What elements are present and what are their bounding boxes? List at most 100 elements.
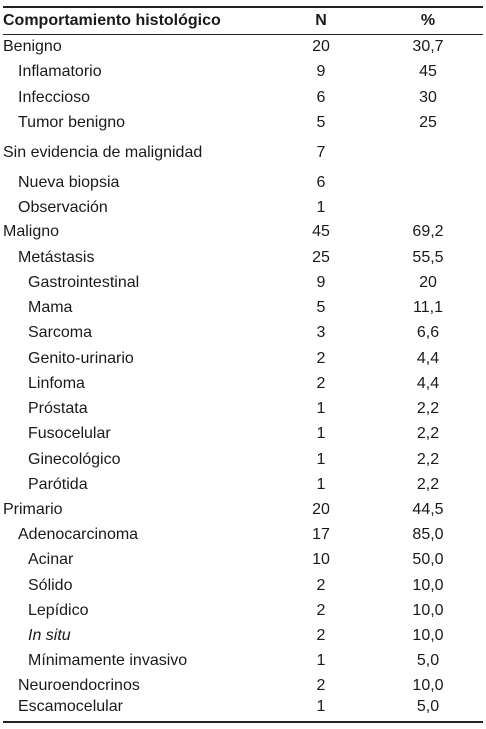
table-row: Genito-urinario 2 4,4	[0, 347, 480, 371]
table-row: Metástasis 25 55,5	[0, 246, 480, 270]
row-pct: 5,0	[416, 652, 440, 669]
row-label: Metástasis	[18, 249, 95, 266]
row-label: Adenocarcinoma	[18, 526, 139, 543]
row-pct: 30,7	[412, 38, 444, 55]
row-pct: 10,0	[412, 677, 444, 694]
row-n: 1	[316, 199, 326, 216]
row-pct: 2,2	[416, 451, 440, 468]
row-label: Observación	[18, 199, 108, 216]
row-label: Benigno	[3, 38, 62, 55]
table-row: Nueva biopsia 6	[0, 171, 480, 195]
header-pct: %	[420, 12, 436, 29]
row-n: 2	[316, 677, 326, 694]
table-row: Gastrointestinal 9 20	[0, 271, 480, 295]
row-label: Próstata	[28, 400, 88, 417]
header-label: Comportamiento histológico	[3, 12, 221, 29]
row-pct: 55,5	[412, 249, 444, 266]
row-n: 7	[316, 144, 326, 161]
row-n: 1	[316, 476, 326, 493]
row-n: 1	[316, 698, 326, 715]
row-n: 1	[316, 652, 326, 669]
row-pct: 85,0	[412, 526, 444, 543]
row-n: 2	[316, 602, 326, 619]
row-pct: 30	[419, 89, 437, 106]
row-n: 2	[316, 350, 326, 367]
row-pct: 10,0	[412, 627, 444, 644]
table-row: Inflamatorio 9 45	[0, 60, 480, 84]
row-label: Mínimamente invasivo	[28, 652, 188, 669]
table-row: Linfoma 2 4,4	[0, 372, 480, 396]
row-label: Linfoma	[28, 375, 85, 392]
table-row: Fusocelular 1 2,2	[0, 422, 480, 446]
row-pct: 25	[419, 114, 437, 131]
row-pct: 5,0	[416, 698, 440, 715]
row-n: 25	[312, 249, 330, 266]
row-pct: 2,2	[416, 400, 440, 417]
row-label: Acinar	[28, 551, 74, 568]
row-label: Mama	[28, 299, 73, 316]
top-rule	[3, 6, 483, 8]
row-label: Nueva biopsia	[18, 174, 120, 191]
table-row: Primario 20 44,5	[0, 498, 480, 522]
row-pct: 4,4	[416, 350, 440, 367]
row-pct: 20	[419, 274, 437, 291]
row-pct: 45	[419, 63, 437, 80]
row-label: Sin evidencia de malignidad	[3, 144, 203, 161]
row-pct: 2,2	[416, 425, 440, 442]
table-row: Observación 1	[0, 196, 480, 220]
header-rule	[3, 34, 483, 35]
row-n: 2	[316, 627, 326, 644]
row-pct: 2,2	[416, 476, 440, 493]
row-n: 20	[312, 38, 330, 55]
row-pct: 4,4	[416, 375, 440, 392]
table-row: Sarcoma 3 6,6	[0, 321, 480, 345]
row-label: Gastrointestinal	[28, 274, 140, 291]
table-row: Lepídico 2 10,0	[0, 599, 480, 623]
row-n: 1	[316, 400, 326, 417]
row-label: Fusocelular	[28, 425, 111, 442]
row-n: 1	[316, 425, 326, 442]
row-n: 5	[316, 114, 326, 131]
row-pct: 69,2	[412, 223, 444, 240]
row-label: Lepídico	[28, 602, 89, 619]
table-row: In situ 2 10,0	[0, 624, 480, 648]
table-row: Infeccioso 6 30	[0, 86, 480, 110]
row-pct: 44,5	[412, 501, 444, 518]
table-row: Neuroendocrinos 2 10,0	[0, 674, 480, 698]
table-row: Mínimamente invasivo 1 5,0	[0, 649, 480, 673]
row-pct: 10,0	[412, 577, 444, 594]
row-n: 2	[316, 375, 326, 392]
row-n: 9	[316, 63, 326, 80]
row-label: Ginecológico	[28, 451, 121, 468]
row-label: Primario	[3, 501, 63, 518]
row-label: Maligno	[3, 223, 60, 240]
row-label: Parótida	[28, 476, 88, 493]
row-label: Genito-urinario	[28, 350, 134, 367]
row-label: In situ	[28, 627, 71, 644]
table-row: Sin evidencia de malignidad 7	[0, 141, 480, 165]
table-row: Próstata 1 2,2	[0, 397, 480, 421]
row-pct: 50,0	[412, 551, 444, 568]
row-label: Infeccioso	[18, 89, 91, 106]
row-pct: 6,6	[416, 324, 440, 341]
row-label: Inflamatorio	[18, 63, 102, 80]
row-n: 10	[312, 551, 330, 568]
row-n: 17	[312, 526, 330, 543]
table-row: Acinar 10 50,0	[0, 548, 480, 572]
row-n: 5	[316, 299, 326, 316]
bottom-rule	[3, 721, 483, 723]
row-n: 3	[316, 324, 326, 341]
row-n: 9	[316, 274, 326, 291]
table-row: Maligno 45 69,2	[0, 220, 480, 244]
row-label: Tumor benigno	[18, 114, 126, 131]
table-row: Tumor benigno 5 25	[0, 111, 480, 135]
row-n: 6	[316, 174, 326, 191]
header-n: N	[315, 12, 327, 29]
row-pct: 10,0	[412, 602, 444, 619]
row-label: Escamocelular	[18, 698, 123, 715]
row-n: 1	[316, 451, 326, 468]
row-label: Sólido	[28, 577, 73, 594]
table-row: Parótida 1 2,2	[0, 473, 480, 497]
table-row: Escamocelular 1 5,0	[0, 695, 480, 719]
table-row: Ginecológico 1 2,2	[0, 448, 480, 472]
